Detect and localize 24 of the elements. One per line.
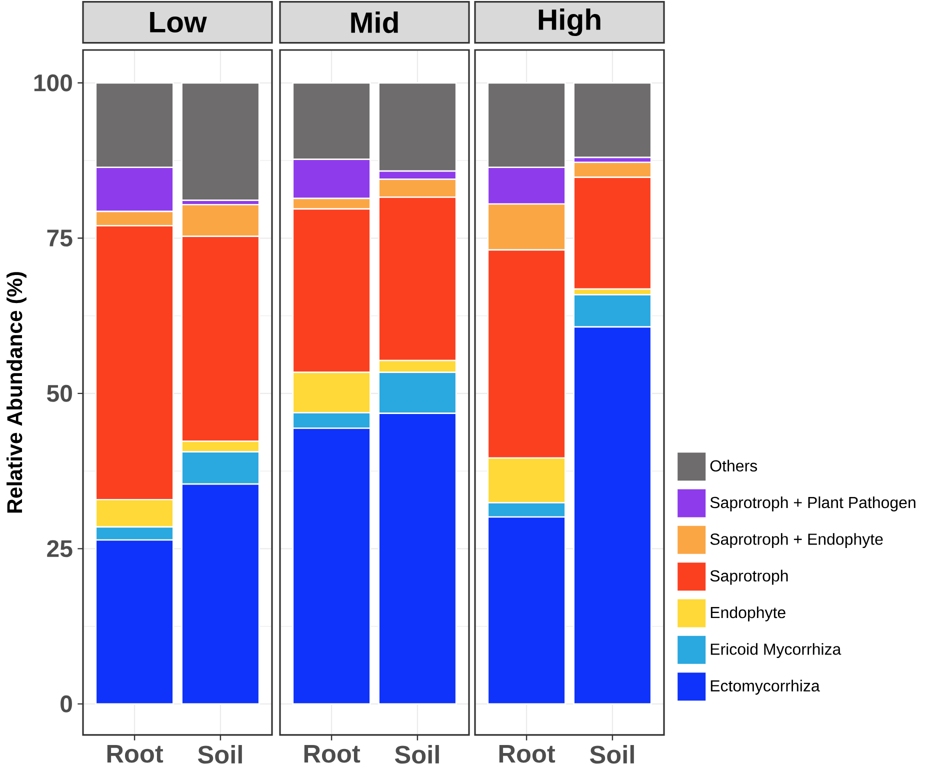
- x-tick-label: Soil: [590, 745, 634, 764]
- legend-label: Saprotroph + Endophyte: [710, 533, 883, 548]
- bar: [573, 82, 652, 158]
- y-tick-label: 75: [47, 230, 72, 247]
- legend-label: Saprotroph: [710, 570, 788, 585]
- y-tick-label: 25: [47, 540, 72, 558]
- chart-title: Mid: [351, 12, 398, 34]
- chart-title: Low: [150, 12, 207, 33]
- legend-label: Endophyte: [710, 606, 786, 622]
- legend-label: Ericoid Mycorrhiza: [710, 643, 842, 658]
- x-tick-label: Soil: [198, 745, 242, 764]
- legend-label: Others: [710, 460, 758, 472]
- x-tick-label: Root: [499, 745, 556, 763]
- x-tick-label: Root: [304, 745, 360, 763]
- legend-label: Saprotroph + Plant Pathogen: [710, 496, 916, 512]
- legend-label: Ectomycorrhiza: [710, 680, 820, 695]
- y-axis-title: Relative Abundance (%): [6, 272, 26, 513]
- y-tick-label: 100: [34, 74, 72, 92]
- chart-title: High: [538, 8, 600, 36]
- bar: [181, 82, 260, 201]
- x-tick-label: Root: [107, 745, 164, 763]
- y-tick-label: 0: [60, 695, 72, 712]
- y-tick-label: 50: [47, 384, 72, 402]
- x-tick-label: Soil: [394, 745, 439, 764]
